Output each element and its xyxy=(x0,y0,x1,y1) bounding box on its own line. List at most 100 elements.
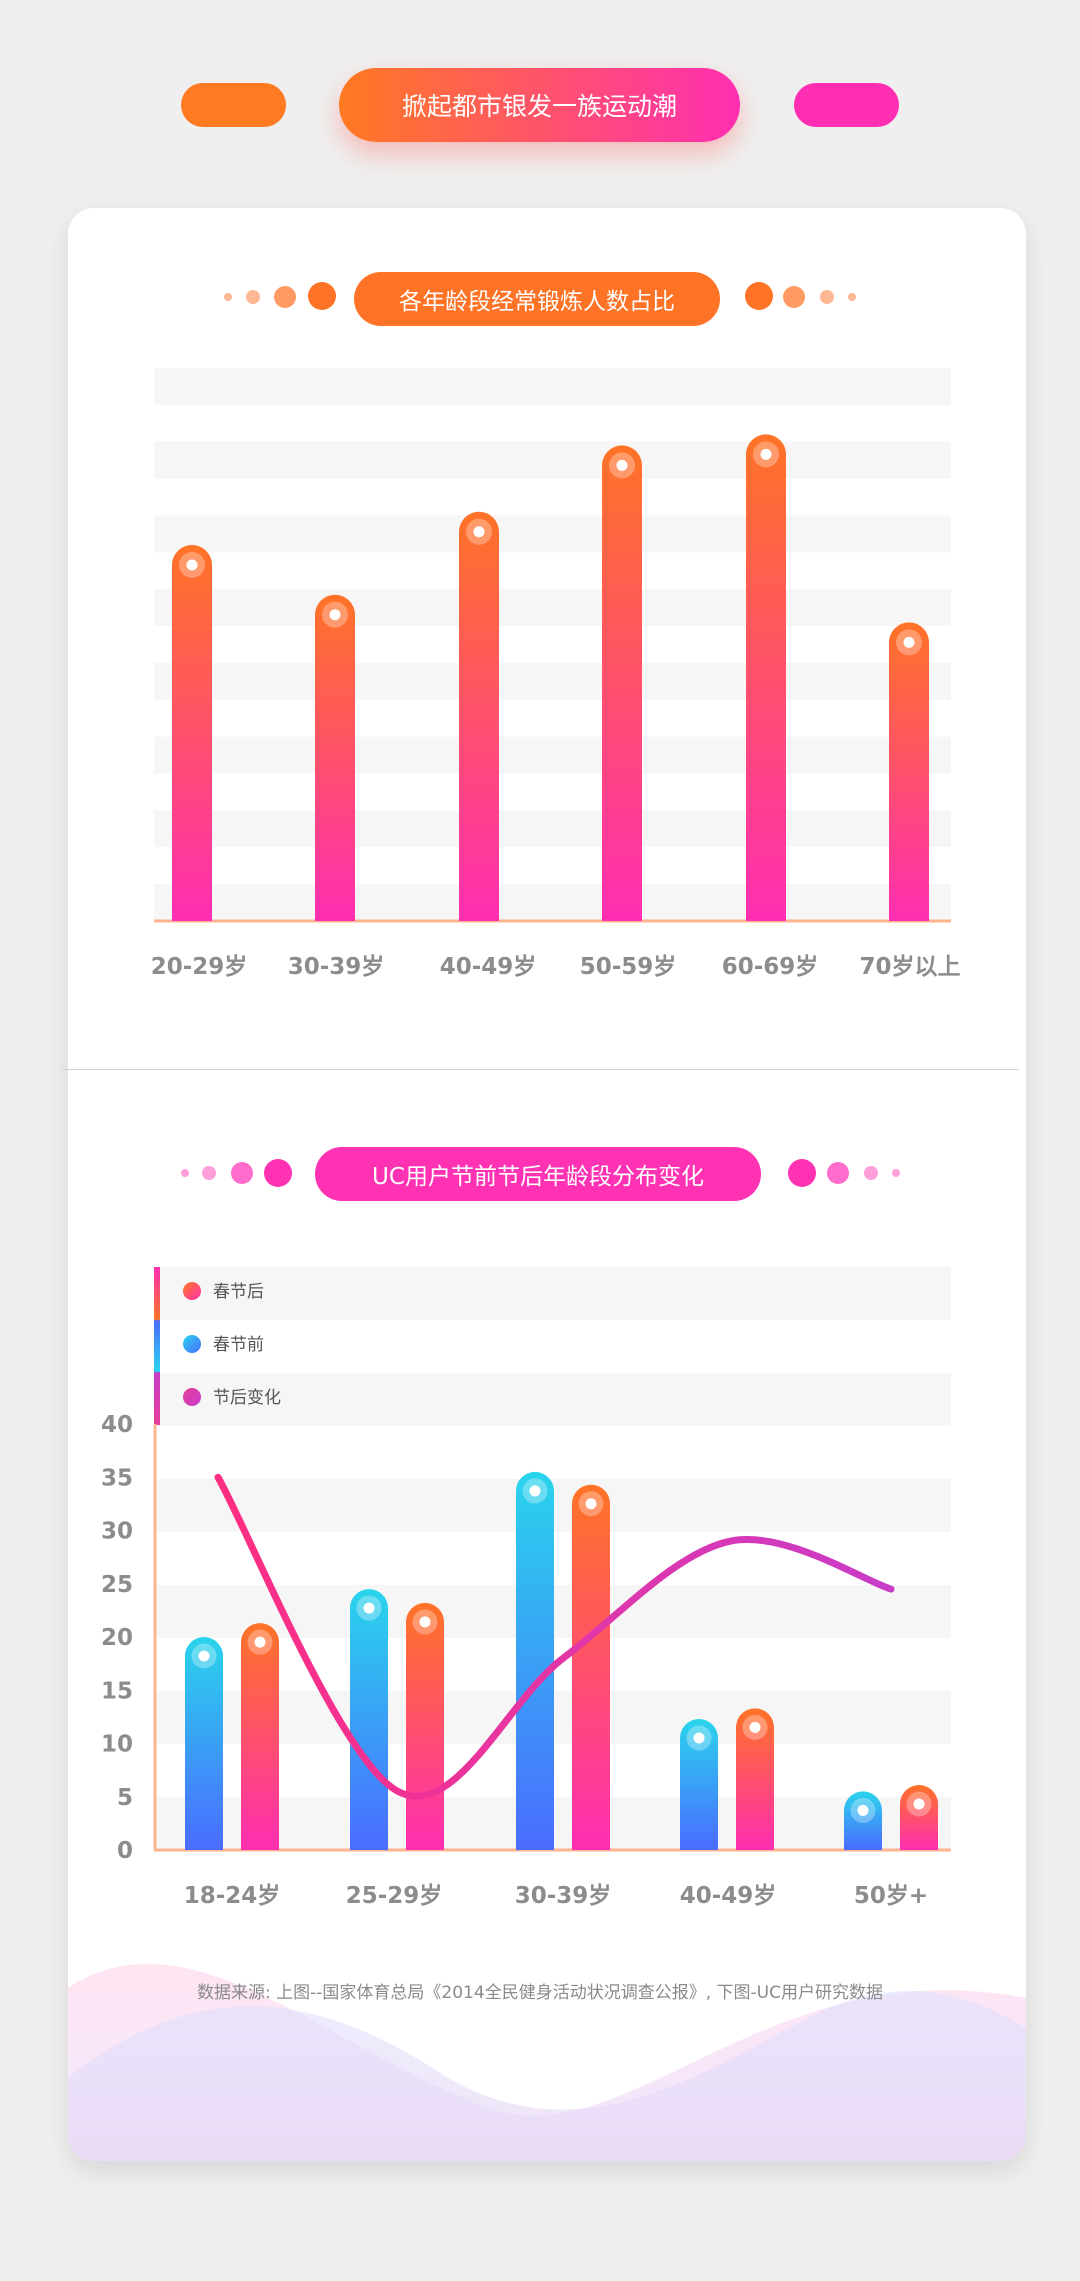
dot-decoration xyxy=(246,290,260,304)
y-tick-label: 35 xyxy=(101,1465,133,1491)
dot-decoration xyxy=(864,1166,878,1180)
bar-cap-dot xyxy=(419,1616,431,1628)
y-tick-label: 20 xyxy=(101,1625,133,1651)
dot-decoration xyxy=(827,1162,849,1184)
grid-stripe xyxy=(154,1267,951,1320)
chart1-svg: 20-29岁 30-39岁 40-49岁 50-59岁 60-69岁 70岁以上 xyxy=(151,368,961,980)
y-tick-label: 10 xyxy=(101,1732,133,1758)
bar xyxy=(889,622,929,921)
grid-stripe xyxy=(154,478,951,516)
bar xyxy=(680,1719,718,1850)
x-tick-label: 50岁+ xyxy=(854,1882,928,1909)
dot-decoration xyxy=(231,1162,253,1184)
grid-stripe xyxy=(154,441,951,479)
bar xyxy=(602,445,642,921)
bar-cap-dot xyxy=(693,1732,705,1744)
dot-decoration xyxy=(308,282,336,310)
dot-decoration xyxy=(274,286,296,308)
chart2-title: UC用户节前节后年龄段分布变化 xyxy=(315,1147,761,1201)
bar xyxy=(844,1791,882,1850)
chart1-title: 各年龄段经常锻炼人数占比 xyxy=(354,272,720,326)
grid-stripe xyxy=(154,884,951,921)
grid-stripe xyxy=(154,589,951,627)
grid-stripe xyxy=(154,404,951,442)
bar xyxy=(746,434,786,921)
grid-stripe xyxy=(154,699,951,737)
dot-decoration xyxy=(820,290,834,304)
legend-label: 春节前 xyxy=(213,1335,264,1355)
x-tick-label: 50-59岁 xyxy=(580,953,677,980)
legend-marker xyxy=(183,1282,201,1300)
decorative-pill-left xyxy=(181,83,286,127)
x-tick-label: 25-29岁 xyxy=(346,1882,443,1909)
grid-stripe xyxy=(154,626,951,663)
dot-decoration xyxy=(181,1169,189,1177)
grid-stripe xyxy=(154,847,951,885)
grid-stripe xyxy=(154,810,951,848)
legend-marker xyxy=(183,1388,201,1406)
bar-cap-dot xyxy=(529,1485,541,1497)
bar-cap-dot xyxy=(198,1650,210,1662)
x-tick-label: 18-24岁 xyxy=(184,1882,281,1909)
bar xyxy=(572,1484,610,1850)
dot-decoration xyxy=(788,1159,816,1187)
bar xyxy=(241,1623,279,1850)
bar-cap-dot xyxy=(329,609,341,621)
grid-stripe xyxy=(154,368,951,405)
grid-stripe xyxy=(154,552,951,590)
bar xyxy=(185,1637,223,1850)
y-tick-label: 25 xyxy=(101,1572,133,1598)
grid-stripe xyxy=(154,736,951,774)
x-tick-label: 30-39岁 xyxy=(288,953,385,980)
dot-decoration xyxy=(783,286,805,308)
bar-cap-dot xyxy=(857,1804,869,1816)
bar xyxy=(516,1471,554,1850)
dot-decoration xyxy=(848,293,856,301)
legend-label: 节后变化 xyxy=(213,1388,281,1408)
bar-cap-dot xyxy=(186,559,198,571)
decorative-pill-right xyxy=(794,83,899,127)
x-tick-label: 30-39岁 xyxy=(515,1882,612,1909)
bar xyxy=(315,594,355,921)
trend-line xyxy=(214,1473,895,1800)
dot-decoration xyxy=(745,282,773,310)
section-divider xyxy=(62,1069,1019,1070)
bar-cap-dot xyxy=(585,1498,597,1510)
bar-cap-dot xyxy=(254,1636,266,1648)
y-tick-label: 15 xyxy=(101,1678,133,1704)
x-tick-label: 20-29岁 xyxy=(151,953,248,980)
dot-decoration xyxy=(202,1166,216,1180)
x-tick-label: 70岁以上 xyxy=(859,953,960,980)
bar xyxy=(736,1708,774,1850)
dot-decoration xyxy=(224,293,232,301)
grid-stripe xyxy=(154,773,951,811)
legend-marker xyxy=(183,1335,201,1353)
y-tick-label: 40 xyxy=(101,1412,133,1438)
bar xyxy=(406,1602,444,1850)
bar-cap-dot xyxy=(473,526,485,538)
bar-cap-dot xyxy=(363,1602,375,1614)
grid-stripe xyxy=(154,1320,951,1373)
x-tick-label: 60-69岁 xyxy=(722,953,819,980)
bar xyxy=(350,1589,388,1850)
bar xyxy=(172,544,212,921)
y-tick-label: 5 xyxy=(117,1785,133,1811)
dot-decoration xyxy=(892,1169,900,1177)
grid-stripe xyxy=(154,662,951,700)
bar-cap-dot xyxy=(616,459,628,471)
bar-cap-dot xyxy=(913,1798,925,1810)
bar-cap-dot xyxy=(760,448,772,460)
y-tick-label: 30 xyxy=(101,1519,133,1545)
legend-label: 春节后 xyxy=(213,1282,264,1302)
x-tick-label: 40-49岁 xyxy=(440,953,537,980)
grid-stripe xyxy=(154,515,951,553)
legend-side-bar xyxy=(154,1267,160,1425)
grid-stripe xyxy=(154,1373,951,1426)
bar-cap-dot xyxy=(903,636,915,648)
page-title: 掀起都市银发一族运动潮 xyxy=(339,68,740,142)
bar-cap-dot xyxy=(749,1721,761,1733)
grid-stripe xyxy=(154,1426,951,1479)
data-source-note: 数据来源: 上图--国家体育总局《2014全民健身活动状况调查公报》, 下图-U… xyxy=(197,1983,883,2003)
wave-decoration xyxy=(68,1963,1026,2161)
